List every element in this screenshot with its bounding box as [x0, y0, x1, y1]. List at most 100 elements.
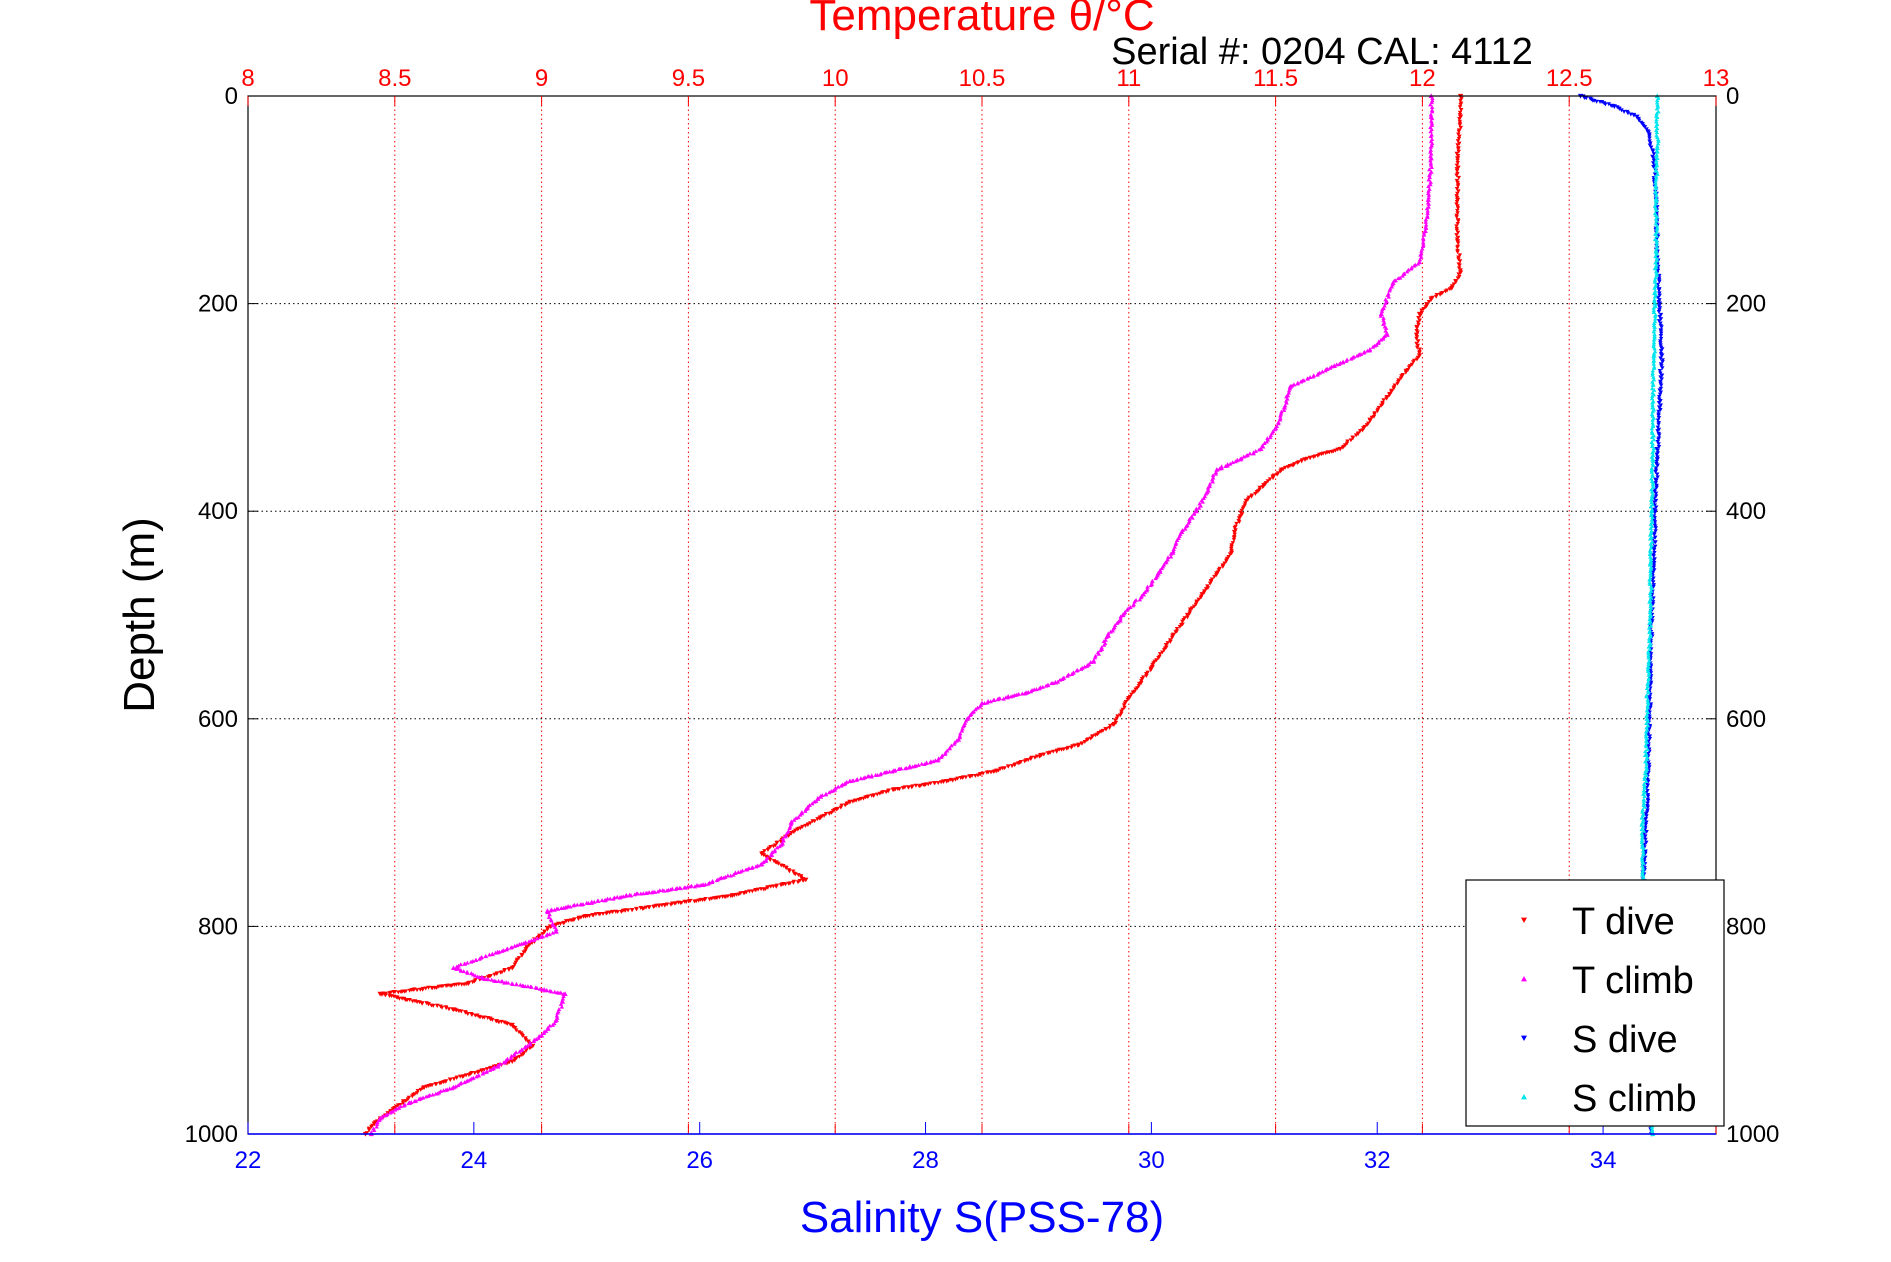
data-marker: [1307, 456, 1313, 461]
data-marker: [1220, 564, 1226, 569]
data-marker: [673, 886, 679, 891]
data-marker: [508, 1055, 514, 1060]
data-marker: [554, 906, 560, 911]
data-marker: [1129, 692, 1134, 697]
data-marker: [1457, 259, 1463, 264]
data-marker: [1643, 729, 1649, 734]
data-marker: [1648, 545, 1654, 550]
data-point: [1659, 353, 1665, 359]
data-marker: [706, 881, 711, 886]
data-marker: [1153, 576, 1158, 581]
data-marker: [500, 979, 505, 984]
data-marker: [1457, 110, 1463, 115]
data-marker: [1644, 725, 1649, 730]
data-point: [1647, 560, 1654, 566]
data-marker: [1659, 325, 1664, 330]
data-point: [1651, 352, 1657, 358]
data-marker: [1646, 760, 1651, 765]
data-marker: [1320, 369, 1325, 374]
data-marker: [1414, 336, 1419, 341]
data-marker: [1654, 256, 1660, 261]
data-marker: [1644, 736, 1649, 741]
data-marker: [1429, 141, 1435, 146]
data-marker: [1189, 606, 1195, 611]
data-marker: [1642, 125, 1648, 130]
data-marker: [1649, 584, 1654, 589]
data-marker: [1646, 662, 1651, 666]
data-marker: [973, 773, 978, 778]
data-marker: [1414, 357, 1420, 362]
data-marker: [951, 741, 957, 746]
data-point: [1653, 249, 1659, 254]
data-marker: [682, 885, 687, 890]
data-marker: [1455, 208, 1460, 213]
data-marker: [1658, 375, 1663, 380]
data-marker: [512, 943, 517, 948]
data-marker: [1344, 358, 1349, 363]
depth-tick-label: 600: [198, 706, 238, 733]
data-marker: [1425, 215, 1430, 220]
data-marker: [1649, 493, 1655, 498]
data-marker: [1654, 478, 1659, 483]
data-marker: [1455, 161, 1460, 165]
data-marker: [1455, 143, 1460, 148]
data-marker: [456, 966, 461, 971]
data-marker: [1428, 182, 1433, 187]
data-marker: [1348, 356, 1354, 361]
data-marker: [1645, 699, 1651, 704]
data-marker: [387, 1110, 393, 1115]
data-marker: [1652, 313, 1658, 318]
data-point: [847, 799, 853, 805]
data-marker: [1395, 381, 1400, 386]
data-marker: [714, 878, 719, 883]
depth-tick-label: 800: [198, 913, 238, 940]
data-marker: [1639, 839, 1645, 844]
series-layer: [362, 93, 1665, 1137]
data-marker: [1644, 744, 1649, 749]
data-marker: [1426, 188, 1431, 193]
data-marker: [827, 811, 832, 816]
data-marker: [1103, 727, 1108, 732]
data-marker: [761, 887, 766, 892]
data-marker: [1457, 134, 1462, 139]
data-marker: [1653, 470, 1658, 474]
data-marker: [985, 700, 990, 705]
data-marker: [420, 1086, 425, 1091]
data-marker: [1658, 341, 1663, 346]
temperature-axis-title: Temperature θ/°C: [809, 0, 1154, 40]
data-marker: [1443, 289, 1448, 294]
data-point: [788, 820, 794, 825]
data-marker: [462, 1080, 467, 1085]
data-marker: [692, 884, 698, 889]
data-marker: [1651, 340, 1657, 345]
data-marker: [521, 950, 526, 955]
data-marker: [1640, 870, 1645, 875]
data-marker: [1455, 241, 1461, 246]
data-marker: [458, 1074, 463, 1079]
data-point: [1650, 456, 1656, 462]
data-marker: [916, 784, 922, 789]
data-point: [1120, 612, 1126, 618]
data-marker: [916, 762, 921, 767]
data-marker: [1108, 723, 1113, 728]
data-marker: [1457, 117, 1462, 122]
data-marker: [803, 808, 808, 813]
data-marker: [775, 845, 780, 850]
data-marker: [960, 726, 965, 731]
data-marker: [443, 983, 449, 988]
data-marker: [1647, 143, 1653, 148]
data-marker: [815, 817, 820, 822]
data-marker: [1161, 648, 1167, 653]
data-marker: [1139, 676, 1145, 681]
data-marker: [1168, 551, 1174, 556]
data-marker: [1647, 762, 1652, 767]
data-marker: [977, 772, 983, 777]
data-marker: [407, 988, 412, 993]
data-marker: [1429, 116, 1435, 121]
data-point: [1455, 156, 1461, 161]
data-marker: [1652, 511, 1658, 516]
data-marker: [1310, 374, 1316, 379]
data-marker: [1653, 190, 1658, 195]
data-marker: [1428, 158, 1433, 163]
data-marker: [1655, 295, 1661, 300]
